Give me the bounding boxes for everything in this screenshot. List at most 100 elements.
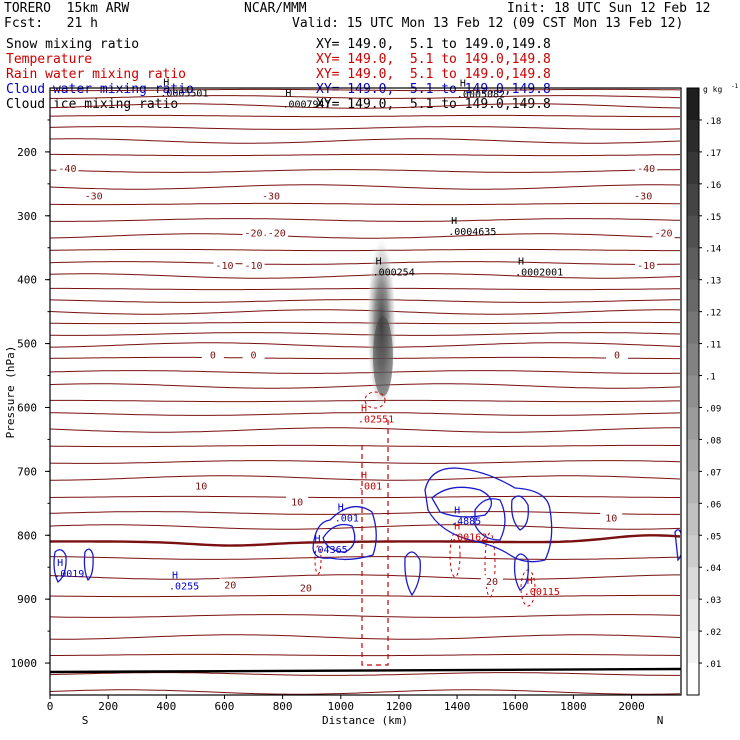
maximum-marker: H <box>315 534 321 545</box>
x-tick-label: 2000 <box>618 700 645 713</box>
isotherm-line <box>50 412 681 416</box>
isotherm-line <box>50 332 681 336</box>
y-axis-label: Pressure (hPa) <box>4 346 17 439</box>
cloud-water-contour <box>674 529 681 562</box>
maximum-value: .0019 <box>54 569 84 580</box>
colorbar-tick-label: .01 <box>705 660 721 670</box>
isotherm-line <box>50 103 681 109</box>
maximum-marker: H <box>285 88 291 99</box>
colorbar-tick-label: .11 <box>705 341 721 351</box>
cloud-water-contour <box>513 553 529 591</box>
rain-contour <box>449 532 461 578</box>
isotherm-line <box>50 534 681 547</box>
isotherm-label: 20 <box>224 580 236 591</box>
maximum-value: .000254 <box>373 267 415 278</box>
isotherm-label-bg <box>294 581 317 594</box>
isotherm-label-bg <box>635 161 658 174</box>
isotherm-line <box>50 427 680 433</box>
cloud-water-contour <box>431 486 492 518</box>
cloud-water-contour <box>322 523 356 553</box>
isotherm-label: -40 <box>637 164 655 175</box>
maximum-value: .001 <box>358 481 382 492</box>
isotherm-label-bg <box>242 258 265 271</box>
isotherm-label: 0 <box>614 350 620 361</box>
maximum-value: .4885 <box>451 516 481 527</box>
colorbar-tick-label: .08 <box>705 436 721 446</box>
isotherm-line <box>50 342 681 348</box>
colorbar-segment <box>687 407 699 440</box>
colorbar-segment <box>687 343 699 377</box>
x-axis-label: Distance (km) <box>322 714 408 727</box>
cloud-water-contour <box>404 551 421 597</box>
isotherm-line <box>50 261 681 265</box>
colorbar-segment <box>687 375 699 408</box>
isotherm-line <box>50 524 681 530</box>
isotherm-line <box>50 574 680 580</box>
isotherm-line <box>50 218 681 222</box>
colorbar-segment <box>687 88 699 121</box>
isotherm-line <box>50 511 680 515</box>
x-tick-label: 400 <box>156 700 176 713</box>
isotherm-line <box>50 321 680 325</box>
x-tick-label: 1200 <box>386 700 413 713</box>
isotherm-line <box>50 95 681 99</box>
isotherm-label-bg <box>635 258 658 271</box>
maximum-value: .02551 <box>358 414 394 425</box>
colorbar-tick-label: .12 <box>705 309 721 319</box>
isotherm-line <box>50 460 681 464</box>
isotherm-label-bg <box>242 348 265 361</box>
isotherm-label-bg <box>286 495 309 508</box>
maximum-marker: H <box>163 77 169 88</box>
colorbar-tick-label: .14 <box>705 245 721 255</box>
colorbar-unit: g kg <box>703 85 722 94</box>
isotherm-line <box>50 88 681 92</box>
maximum-value: .0005082 <box>457 90 505 101</box>
cloud-water-contour <box>83 548 94 582</box>
isotherm-label: 0 <box>210 350 216 361</box>
isotherm-line <box>50 594 681 598</box>
colorbar-segment <box>687 119 699 153</box>
isotherm-label: -10 <box>215 261 233 272</box>
isotherm-line <box>50 383 681 389</box>
colorbar-segment <box>687 439 699 472</box>
isotherm-line <box>50 356 680 360</box>
plot-frame <box>49 87 682 696</box>
x-tick-label: 1600 <box>502 700 529 713</box>
isotherm-line <box>50 495 680 499</box>
isotherm-line <box>50 184 681 190</box>
x-tick-label: 1000 <box>328 700 355 713</box>
legend-label: Rain water mixing ratio <box>6 67 187 82</box>
y-tick-label: 300 <box>17 210 37 223</box>
maximum-marker: H <box>454 505 460 516</box>
model-name: TORERO 15km ARW <box>4 1 130 16</box>
legend-xy: XY= 149.0, 5.1 to 149.0,149.8 <box>316 37 551 52</box>
legend-label: Cloud water mixing ratio <box>6 82 194 97</box>
isotherm-label-bg <box>600 511 623 524</box>
isotherm-line <box>50 299 681 303</box>
cloud-water-contour <box>511 495 529 531</box>
maximum-value: .0004635 <box>448 227 496 238</box>
cloud-water-contour <box>53 549 67 584</box>
init-time: Init: 18 UTC Sun 12 Feb 12 <box>507 1 711 16</box>
isotherm-label: 10 <box>291 497 303 508</box>
colorbar-tick-label: .02 <box>705 628 721 638</box>
x-tick-label: 200 <box>98 700 118 713</box>
isotherm-label-bg <box>606 348 629 361</box>
colorbar-segment <box>687 663 699 696</box>
y-tick-label: 1000 <box>11 657 38 670</box>
x-tick-label: 800 <box>273 700 293 713</box>
maximum-marker: H <box>361 403 367 414</box>
y-tick-label: 500 <box>17 338 37 351</box>
isotherm-label: 10 <box>195 481 207 492</box>
isotherm-label-bg <box>190 479 213 492</box>
colorbar-segment <box>687 471 699 504</box>
colorbar-unit-exponent: -1 <box>731 83 739 90</box>
y-tick-label: 800 <box>17 529 37 542</box>
isotherm-label: 10 <box>605 513 617 524</box>
maximum-marker: H <box>518 256 524 267</box>
maximum-value: .0005501 <box>160 88 208 99</box>
maximum-value: .04365 <box>312 545 348 556</box>
y-tick-label: 900 <box>17 593 37 606</box>
x-tick-label: 1400 <box>444 700 471 713</box>
rain-contour <box>364 391 386 409</box>
